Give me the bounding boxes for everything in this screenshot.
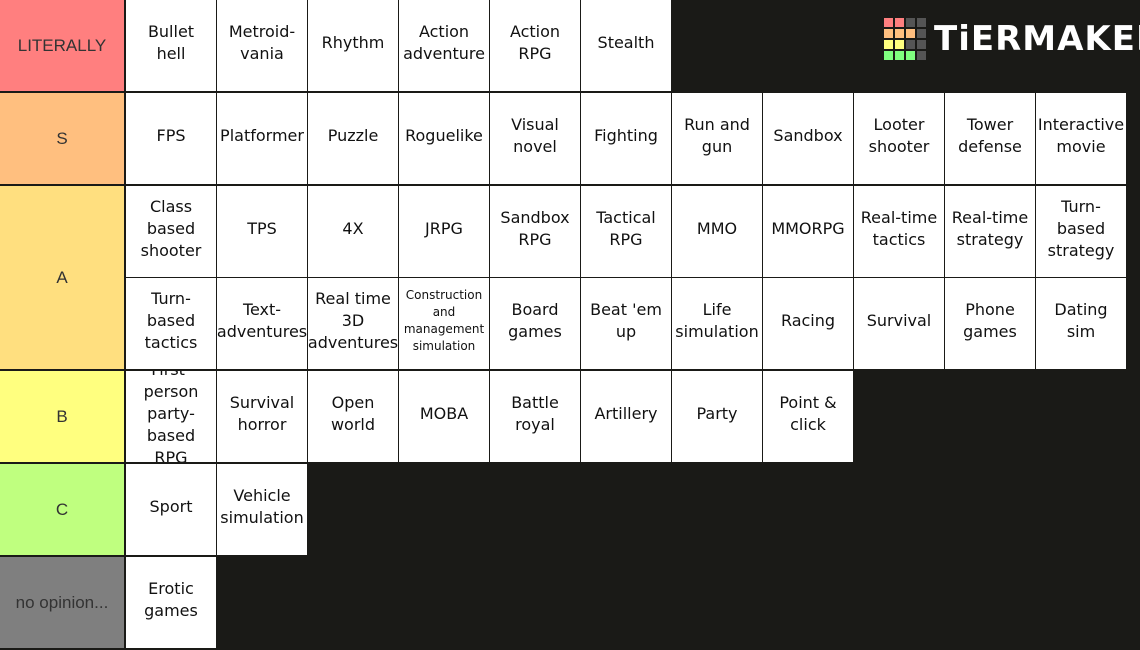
tier-item[interactable]: MOBA	[399, 371, 489, 462]
tier-item[interactable]: Battle royal	[490, 371, 580, 462]
tier-items: FPS Platformer Puzzle Roguelike Visual novel…	[126, 93, 1140, 184]
tier-items: Bullet hell Metroid-vania Rhythm Action adv…	[126, 0, 1140, 91]
tier-item[interactable]: Action adventure	[399, 0, 489, 91]
tier-item[interactable]: Turn-based tactics	[126, 278, 216, 369]
tier-row: no opinion... Erotic games	[0, 557, 1140, 648]
tier-item[interactable]: Sandbox	[763, 93, 853, 184]
tier-item[interactable]: Turn-based strategy	[1036, 186, 1126, 277]
tier-item[interactable]: Puzzle	[308, 93, 398, 184]
tier-item[interactable]: Platformer	[217, 93, 307, 184]
tier-item[interactable]: Racing	[763, 278, 853, 369]
tier-item[interactable]: First-person party-based RPG	[126, 371, 216, 462]
tier-item[interactable]: Artillery	[581, 371, 671, 462]
tier-item[interactable]: Bullet hell	[126, 0, 216, 91]
tier-label: S	[0, 93, 124, 184]
tier-item[interactable]: Run and gun	[672, 93, 762, 184]
tier-item[interactable]: Life simulation	[672, 278, 762, 369]
tier-item[interactable]: Visual novel	[490, 93, 580, 184]
tier-item[interactable]: Metroid-vania	[217, 0, 307, 91]
tier-item[interactable]: Interactive movie	[1036, 93, 1126, 184]
tier-row: C Sport Vehicle simulation	[0, 464, 1140, 555]
tier-item[interactable]: MMO	[672, 186, 762, 277]
tier-item[interactable]: Point & click	[763, 371, 853, 462]
tier-item[interactable]: Looter shooter	[854, 93, 944, 184]
tier-item[interactable]: MMORPG	[763, 186, 853, 277]
tier-item[interactable]: Sandbox RPG	[490, 186, 580, 277]
tier-items: Erotic games	[126, 557, 1140, 648]
tier-item[interactable]: Dating sim	[1036, 278, 1126, 369]
tier-item[interactable]: Real-time tactics	[854, 186, 944, 277]
tier-item[interactable]: Tower defense	[945, 93, 1035, 184]
tier-item[interactable]: Construction and management simulation	[399, 278, 489, 369]
tier-item[interactable]: Party	[672, 371, 762, 462]
tier-label: no opinion...	[0, 557, 124, 648]
tier-row: S FPS Platformer Puzzle Roguelike Visual nove…	[0, 93, 1140, 184]
tier-item[interactable]: Phone games	[945, 278, 1035, 369]
tier-items: Class based shooter TPS 4X JRPG Sandbox RPG T…	[126, 186, 1140, 369]
tier-item[interactable]: Open world	[308, 371, 398, 462]
tier-item[interactable]: Real-time strategy	[945, 186, 1035, 277]
tier-item[interactable]: Class based shooter	[126, 186, 216, 277]
tier-item[interactable]: Real time 3D adventures	[308, 278, 398, 369]
tier-item[interactable]: Fighting	[581, 93, 671, 184]
tier-items: Sport Vehicle simulation	[126, 464, 1140, 555]
tier-item[interactable]: Board games	[490, 278, 580, 369]
logo-icon	[884, 18, 926, 60]
tier-label: A	[0, 186, 124, 369]
tier-item[interactable]: Action RPG	[490, 0, 580, 91]
tier-item[interactable]: FPS	[126, 93, 216, 184]
tier-item[interactable]: Tactical RPG	[581, 186, 671, 277]
tier-item[interactable]: Sport	[126, 464, 216, 555]
tier-item[interactable]: Survival	[854, 278, 944, 369]
tier-label: C	[0, 464, 124, 555]
tier-item[interactable]: Beat 'em up	[581, 278, 671, 369]
logo: TiERMAKER	[884, 18, 1140, 60]
tier-item[interactable]: Survival horror	[217, 371, 307, 462]
tier-item[interactable]: Erotic games	[126, 557, 216, 648]
logo-text: TiERMAKER	[934, 19, 1140, 59]
tier-row: A Class based shooter TPS 4X JRPG Sandbox RPG…	[0, 186, 1140, 369]
tier-row: LITERALLY Bullet hell Metroid-vania Rhythm A…	[0, 0, 1140, 91]
tier-item[interactable]: 4X	[308, 186, 398, 277]
tier-label: B	[0, 371, 124, 462]
tier-item[interactable]: Roguelike	[399, 93, 489, 184]
tier-item[interactable]: Rhythm	[308, 0, 398, 91]
tier-item[interactable]: JRPG	[399, 186, 489, 277]
tier-item[interactable]: Stealth	[581, 0, 671, 91]
tier-label: LITERALLY	[0, 0, 124, 91]
tier-item[interactable]: TPS	[217, 186, 307, 277]
tier-item[interactable]: Vehicle simulation	[217, 464, 307, 555]
tier-item[interactable]: Text-adventures	[217, 278, 307, 369]
